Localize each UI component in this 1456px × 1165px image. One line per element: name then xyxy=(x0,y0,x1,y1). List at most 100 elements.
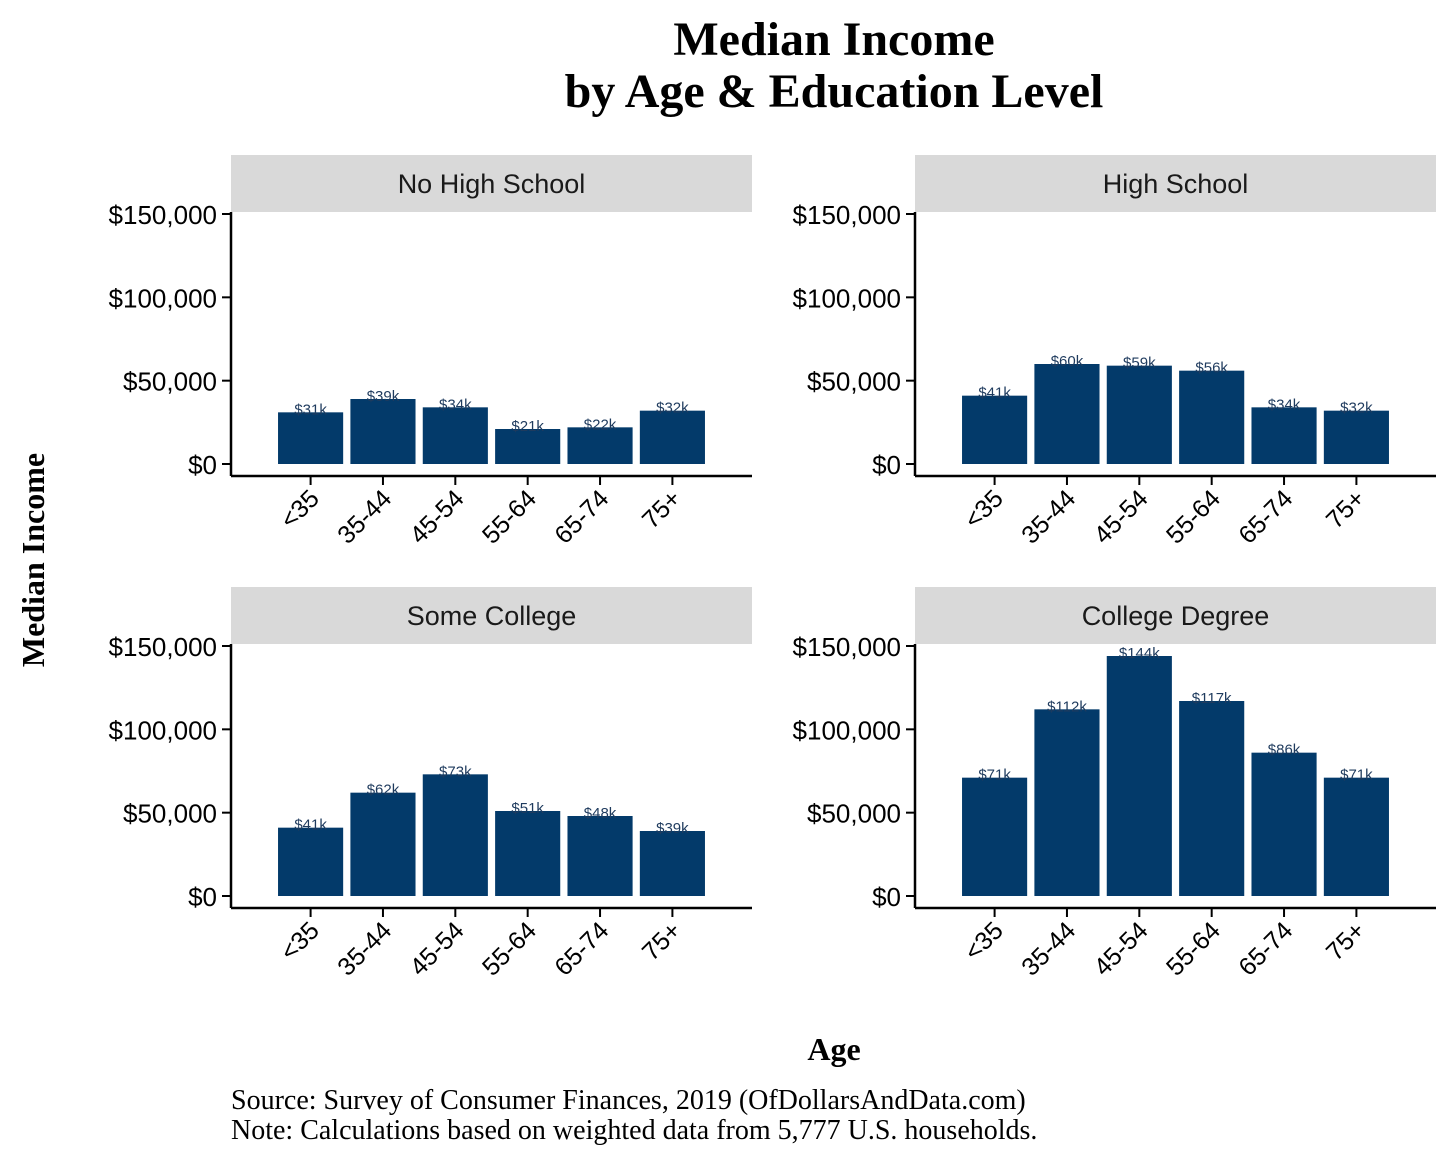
x-tick-label: 55-64 xyxy=(477,916,542,981)
facet-title: College Degree xyxy=(1082,601,1270,631)
value-label: $34k xyxy=(1268,396,1301,413)
x-tick-label: 35-44 xyxy=(332,916,397,981)
x-tick-label: 35-44 xyxy=(1016,484,1081,549)
y-tick-label: $0 xyxy=(872,450,901,480)
y-tick-label: $100,000 xyxy=(793,715,901,745)
bar xyxy=(1106,365,1172,464)
bar xyxy=(1179,701,1245,896)
note: Note: Calculations based on weighted dat… xyxy=(231,1115,1037,1146)
value-label: $32k xyxy=(656,400,689,417)
y-tick-label: $50,000 xyxy=(807,367,901,397)
y-tick-label: $50,000 xyxy=(123,799,217,829)
bar xyxy=(495,429,561,464)
value-label: $86k xyxy=(1268,742,1301,759)
bar xyxy=(278,827,344,896)
x-tick-label: <35 xyxy=(959,916,1009,966)
bar xyxy=(1323,410,1389,464)
x-tick-label: 75+ xyxy=(1321,484,1371,534)
value-label: $51k xyxy=(511,800,544,817)
y-tick-label: $150,000 xyxy=(109,632,217,662)
bar xyxy=(1323,777,1389,896)
y-tick-label: $100,000 xyxy=(793,283,901,313)
bar xyxy=(962,395,1028,464)
value-label: $48k xyxy=(584,805,617,822)
bar xyxy=(495,811,561,896)
y-tick-label: $150,000 xyxy=(793,632,901,662)
x-tick-label: 65-74 xyxy=(549,484,614,549)
x-axis-label: Age xyxy=(807,1031,860,1067)
x-tick-label: <35 xyxy=(959,484,1009,534)
bar xyxy=(1179,370,1245,464)
bar xyxy=(639,831,705,896)
bar xyxy=(639,410,705,464)
y-tick-label: $150,000 xyxy=(109,200,217,230)
y-tick-label: $0 xyxy=(188,450,217,480)
bar xyxy=(422,774,488,896)
x-tick-label: 65-74 xyxy=(1233,484,1298,549)
facet-strip xyxy=(915,155,1436,212)
value-label: $22k xyxy=(584,416,617,433)
value-label: $21k xyxy=(511,418,544,435)
facet-title: High School xyxy=(1103,169,1249,199)
x-tick-label: 55-64 xyxy=(1161,484,1226,549)
x-tick-label: 55-64 xyxy=(1161,916,1226,981)
value-label: $71k xyxy=(1340,767,1373,784)
bar xyxy=(1251,752,1317,896)
facet-strip xyxy=(915,587,1436,644)
value-label: $39k xyxy=(656,820,689,837)
x-tick-label: 35-44 xyxy=(332,484,397,549)
value-label: $144k xyxy=(1119,645,1160,662)
x-tick-label: 75+ xyxy=(637,484,687,534)
value-label: $34k xyxy=(439,396,472,413)
value-label: $56k xyxy=(1195,360,1228,377)
y-tick-label: $150,000 xyxy=(793,200,901,230)
y-tick-label: $50,000 xyxy=(807,799,901,829)
x-tick-label: <35 xyxy=(275,484,325,534)
x-tick-label: 45-54 xyxy=(405,484,470,549)
bar xyxy=(278,412,344,464)
x-tick-label: 45-54 xyxy=(405,916,470,981)
y-axis-label: Median Income xyxy=(15,453,51,667)
value-label: $62k xyxy=(367,782,400,799)
bar xyxy=(567,427,633,464)
x-tick-label: 75+ xyxy=(637,916,687,966)
x-tick-label: 35-44 xyxy=(1016,916,1081,981)
bar xyxy=(350,792,416,896)
facet-title: Some College xyxy=(407,601,577,631)
y-tick-label: $0 xyxy=(872,882,901,912)
chart-subtitle: by Age & Education Level xyxy=(565,65,1104,118)
value-label: $117k xyxy=(1192,690,1232,707)
value-label: $71k xyxy=(978,767,1011,784)
x-tick-label: 45-54 xyxy=(1089,484,1154,549)
facet-title: No High School xyxy=(398,169,586,199)
bar xyxy=(1034,364,1100,464)
x-tick-label: 65-74 xyxy=(549,916,614,981)
bar xyxy=(350,399,416,464)
value-label: $41k xyxy=(294,817,327,834)
x-tick-label: <35 xyxy=(275,916,325,966)
facet-strip xyxy=(231,155,752,212)
bar xyxy=(567,816,633,896)
y-tick-label: $100,000 xyxy=(109,715,217,745)
value-label: $39k xyxy=(367,388,400,405)
bar xyxy=(1034,709,1100,896)
bar xyxy=(962,777,1028,896)
x-tick-label: 65-74 xyxy=(1233,916,1298,981)
value-label: $31k xyxy=(294,401,327,418)
source-note: Source: Survey of Consumer Finances, 201… xyxy=(231,1085,1026,1116)
facet-strip xyxy=(231,587,752,644)
x-tick-label: 75+ xyxy=(1321,916,1371,966)
value-label: $59k xyxy=(1123,355,1156,372)
value-label: $73k xyxy=(439,763,472,780)
y-tick-label: $0 xyxy=(188,882,217,912)
x-tick-label: 45-54 xyxy=(1089,916,1154,981)
value-label: $32k xyxy=(1340,400,1373,417)
bar xyxy=(422,407,488,464)
chart-title: Median Income xyxy=(673,13,994,66)
bar xyxy=(1251,407,1317,464)
x-tick-label: 55-64 xyxy=(477,484,542,549)
y-tick-label: $50,000 xyxy=(123,367,217,397)
value-label: $112k xyxy=(1047,698,1087,715)
value-label: $41k xyxy=(978,385,1011,402)
